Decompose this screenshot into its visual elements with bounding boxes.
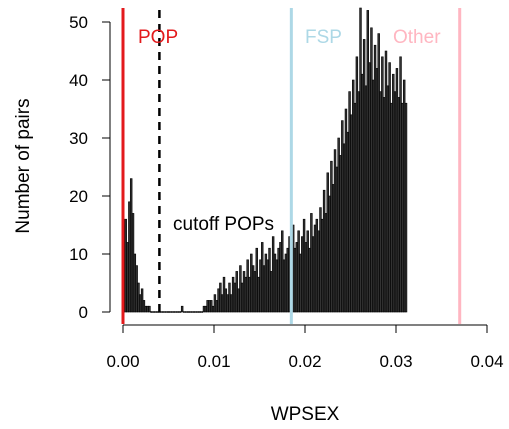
x-tick-label: 0.01 — [197, 352, 230, 371]
y-tick-label: 40 — [69, 71, 88, 90]
x-axis-title: WPSEX — [271, 404, 340, 425]
pop-annotation: POP — [138, 27, 178, 48]
x-tick-label: 0.00 — [106, 352, 139, 371]
y-axis-title: Number of pairs — [13, 98, 34, 233]
y-tick-label: 10 — [69, 245, 88, 264]
axes: 0.00 0.01 0.02 0.03 0.04 0 10 20 30 40 50 — [69, 13, 503, 371]
histogram-bars — [122, 7, 408, 313]
histogram-bar — [180, 305, 184, 313]
cutoff-annotation: cutoff POPs — [173, 214, 274, 235]
x-tick-label: 0.03 — [379, 352, 412, 371]
y-tick-label: 0 — [79, 303, 88, 322]
x-tick-label: 0.02 — [288, 352, 321, 371]
histogram-bar — [404, 102, 408, 313]
histogram-bar — [148, 305, 151, 313]
other-annotation: Other — [393, 27, 441, 48]
x-tick-label: 0.04 — [470, 352, 503, 371]
fsp-annotation: FSP — [305, 27, 342, 48]
reference-lines — [121, 8, 462, 324]
y-tick-label: 50 — [69, 13, 88, 32]
y-tick-label: 20 — [69, 187, 88, 206]
y-tick-label: 30 — [69, 129, 88, 148]
